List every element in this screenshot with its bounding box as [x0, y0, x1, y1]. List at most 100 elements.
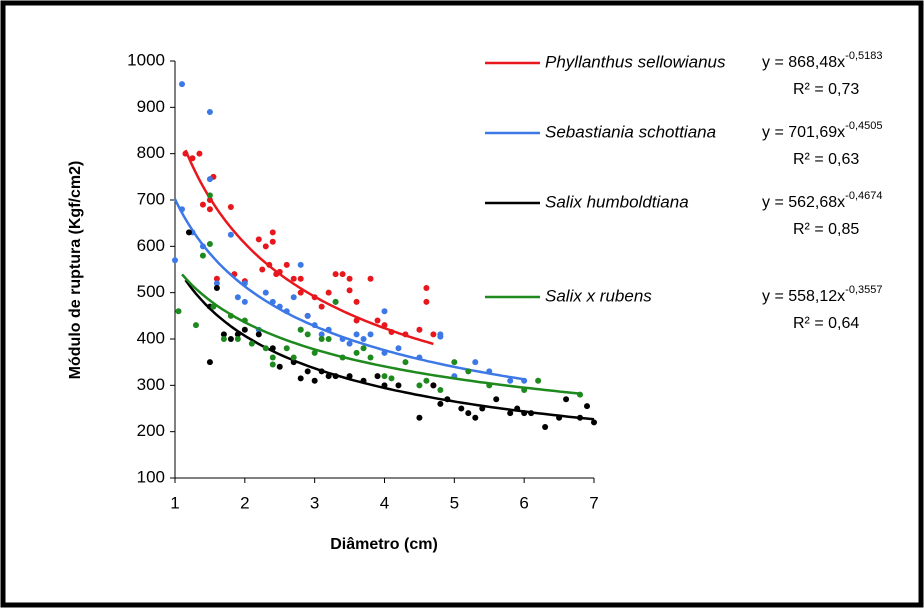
- point: [451, 359, 458, 366]
- point: [196, 150, 203, 157]
- point: [521, 410, 528, 417]
- point: [374, 373, 381, 380]
- r-squared: R² = 0,64: [793, 315, 859, 332]
- point: [360, 345, 367, 352]
- point: [416, 382, 423, 389]
- point: [199, 252, 206, 259]
- point: [311, 322, 318, 329]
- point: [367, 331, 374, 338]
- point: [262, 243, 269, 250]
- point: [234, 331, 241, 338]
- point: [213, 285, 220, 292]
- point: [416, 354, 423, 361]
- point: [248, 340, 255, 347]
- y-tick-label: 1000: [127, 50, 165, 69]
- point: [395, 345, 402, 352]
- equation-base: y = 558,12x: [762, 288, 845, 305]
- point: [423, 285, 430, 292]
- legend-label: Sebastiania schottiana: [545, 122, 716, 141]
- point: [521, 377, 528, 384]
- point: [535, 377, 542, 384]
- x-tick-label: 1: [170, 493, 179, 512]
- equation-base: y = 701,69x: [762, 124, 845, 141]
- point: [269, 361, 276, 368]
- point: [416, 414, 423, 421]
- point: [185, 229, 192, 236]
- point: [472, 359, 479, 366]
- point: [241, 317, 248, 324]
- point: [437, 333, 444, 340]
- point: [577, 391, 584, 398]
- point: [381, 322, 388, 329]
- point: [290, 354, 297, 361]
- point: [199, 201, 206, 208]
- point: [591, 419, 597, 426]
- point: [255, 236, 262, 243]
- point: [325, 289, 332, 296]
- point: [234, 294, 241, 301]
- point: [297, 261, 304, 268]
- y-tick-label: 200: [137, 421, 165, 440]
- point: [577, 414, 584, 421]
- point: [381, 373, 388, 380]
- point: [262, 345, 269, 352]
- point: [283, 261, 290, 268]
- x-tick-label: 5: [450, 493, 459, 512]
- point: [528, 410, 535, 417]
- equation-exponent: -0,5183: [845, 50, 882, 62]
- point: [269, 298, 276, 305]
- x-tick-label: 4: [380, 493, 389, 512]
- x-tick-label: 3: [310, 493, 319, 512]
- point: [388, 329, 395, 336]
- legend-label: Salix x rubens: [545, 286, 652, 305]
- point: [339, 271, 346, 278]
- point: [514, 405, 521, 412]
- point: [339, 336, 346, 342]
- point: [311, 377, 318, 384]
- r-squared: R² = 0,85: [793, 221, 859, 238]
- point: [189, 155, 196, 162]
- point: [521, 386, 528, 393]
- point: [206, 192, 213, 199]
- point: [402, 359, 409, 366]
- point: [220, 336, 227, 342]
- point: [269, 238, 276, 245]
- point: [423, 298, 430, 305]
- x-tick-label: 7: [589, 493, 598, 512]
- point: [297, 375, 304, 382]
- point: [206, 206, 213, 213]
- point: [479, 405, 486, 412]
- point: [297, 275, 304, 282]
- point: [472, 414, 479, 421]
- point: [283, 308, 290, 315]
- point: [276, 363, 283, 370]
- point: [584, 403, 591, 410]
- point: [556, 414, 563, 421]
- equation-exponent: -0,4674: [845, 190, 882, 202]
- point: [290, 294, 297, 301]
- point: [388, 375, 395, 382]
- equation: y = 868,48x-0,5183: [762, 50, 882, 71]
- point: [234, 336, 241, 342]
- point: [269, 354, 276, 361]
- r-squared: R² = 0,73: [793, 81, 859, 98]
- point: [227, 336, 234, 342]
- point: [241, 280, 248, 287]
- point: [206, 108, 213, 115]
- point: [353, 331, 360, 338]
- point: [311, 294, 318, 301]
- x-tick-label: 6: [519, 493, 528, 512]
- point: [353, 317, 360, 324]
- point: [206, 359, 213, 366]
- point: [255, 331, 262, 338]
- point: [304, 368, 311, 375]
- point: [276, 268, 283, 275]
- point: [227, 203, 234, 210]
- point: [437, 400, 444, 407]
- point: [290, 275, 297, 282]
- trend-line: [181, 273, 581, 395]
- point: [346, 275, 353, 282]
- point: [437, 386, 444, 393]
- point: [458, 405, 465, 412]
